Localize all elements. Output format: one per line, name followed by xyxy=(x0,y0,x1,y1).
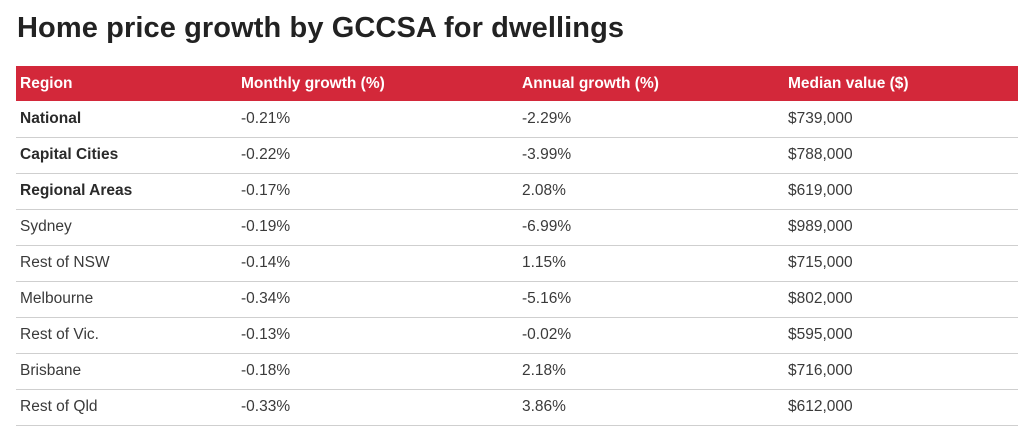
cell-median-value: $739,000 xyxy=(788,109,853,127)
table-row: Regional Areas -0.17% 2.08% $619,000 xyxy=(16,173,1018,209)
cell-monthly-growth: -0.33% xyxy=(241,398,291,415)
cell-annual-growth: -0.02% xyxy=(522,326,572,343)
header-monthly-growth: Monthly growth (%) xyxy=(241,74,385,92)
cell-median-value: $802,000 xyxy=(788,290,853,307)
table-row: Rest of Vic. -0.13% -0.02% $595,000 xyxy=(16,317,1018,353)
cell-region: Melbourne xyxy=(20,290,94,307)
cell-monthly-growth: -0.14% xyxy=(241,254,291,271)
cell-median-value: $612,000 xyxy=(788,398,853,415)
table-header-row: Region Monthly growth (%) Annual growth … xyxy=(16,66,1018,101)
chart-title: Home price growth by GCCSA for dwellings xyxy=(17,12,625,44)
cell-region: Rest of NSW xyxy=(20,254,110,271)
cell-region: National xyxy=(20,109,82,127)
cell-monthly-growth: -0.21% xyxy=(241,109,291,127)
cell-region: Brisbane xyxy=(20,362,82,379)
header-annual-growth: Annual growth (%) xyxy=(522,74,659,92)
cell-annual-growth: -5.16% xyxy=(522,290,572,307)
table-row: Capital Cities -0.22% -3.99% $788,000 xyxy=(16,137,1018,173)
cell-median-value: $788,000 xyxy=(788,146,853,163)
header-region: Region xyxy=(20,74,73,92)
cell-annual-growth: -3.99% xyxy=(522,146,572,163)
table-row: Melbourne -0.34% -5.16% $802,000 xyxy=(16,281,1018,317)
cell-region: Rest of Qld xyxy=(20,398,98,415)
cell-annual-growth: 2.08% xyxy=(522,182,566,199)
growth-table: Region Monthly growth (%) Annual growth … xyxy=(16,66,1018,426)
cell-region: Regional Areas xyxy=(20,182,133,199)
table-row: Rest of Qld -0.33% 3.86% $612,000 xyxy=(16,389,1018,425)
table-row: Sydney -0.19% -6.99% $989,000 xyxy=(16,209,1018,245)
table-row: Brisbane -0.18% 2.18% $716,000 xyxy=(16,353,1018,389)
cell-median-value: $989,000 xyxy=(788,218,853,235)
cell-median-value: $619,000 xyxy=(788,182,853,199)
cell-monthly-growth: -0.18% xyxy=(241,362,291,379)
header-median-value: Median value ($) xyxy=(788,74,909,92)
table-body: National -0.21% -2.29% $739,000 Capital Citi… xyxy=(16,101,1018,425)
cell-monthly-growth: -0.34% xyxy=(241,290,291,307)
cell-monthly-growth: -0.17% xyxy=(241,182,291,199)
cell-region: Capital Cities xyxy=(20,146,119,163)
cell-median-value: $595,000 xyxy=(788,326,853,343)
cell-monthly-growth: -0.13% xyxy=(241,326,291,343)
cell-median-value: $716,000 xyxy=(788,362,853,379)
table-row: National -0.21% -2.29% $739,000 xyxy=(16,101,1018,137)
cell-annual-growth: 2.18% xyxy=(522,362,566,379)
cell-median-value: $715,000 xyxy=(788,254,853,271)
cell-annual-growth: 3.86% xyxy=(522,398,566,415)
cell-annual-growth: -2.29% xyxy=(522,109,572,127)
cell-monthly-growth: -0.19% xyxy=(241,218,291,235)
cell-annual-growth: 1.15% xyxy=(522,254,566,271)
cell-region: Rest of Vic. xyxy=(20,326,99,343)
table-row: Rest of NSW -0.14% 1.15% $715,000 xyxy=(16,245,1018,281)
cell-annual-growth: -6.99% xyxy=(522,218,572,235)
cell-region: Sydney xyxy=(20,218,72,235)
cell-monthly-growth: -0.22% xyxy=(241,146,291,163)
